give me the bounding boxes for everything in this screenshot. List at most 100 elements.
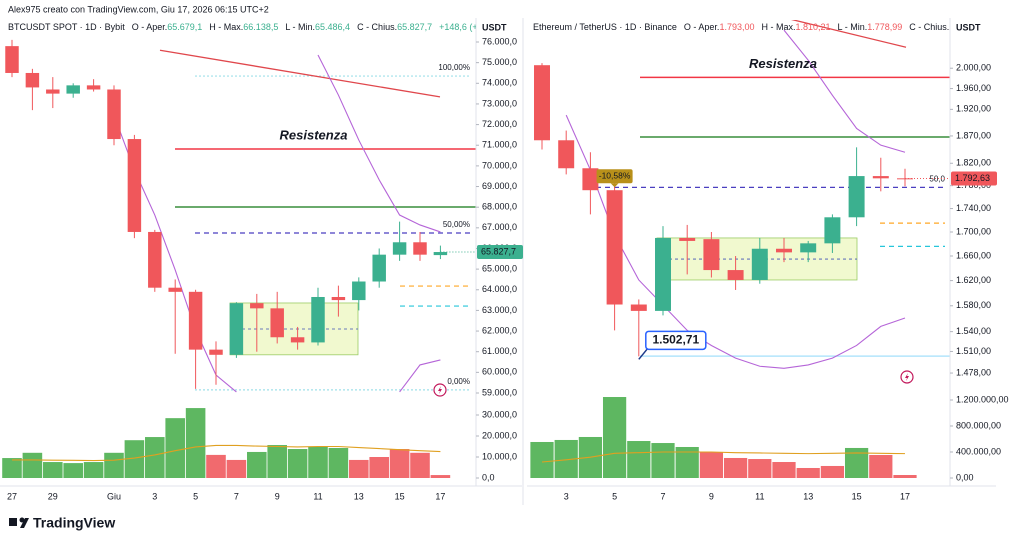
ohlc-label: H - Max. <box>209 22 243 32</box>
y-tick-label: 1.540,00 <box>956 326 991 336</box>
last-price-label: 1.792,63 <box>955 173 990 183</box>
volume-bar <box>869 454 893 478</box>
candle-body <box>606 190 623 305</box>
ohlc-label: O - Aper. <box>684 22 720 32</box>
level-label: 50,00% <box>443 220 470 229</box>
candle-body <box>727 270 744 280</box>
candle-body <box>290 337 305 343</box>
level-label: 50,0 <box>929 174 945 183</box>
candle-body <box>679 237 696 241</box>
logo-text: TradingView <box>33 515 115 531</box>
y-tick-label: 59.000,0 <box>482 387 517 397</box>
volume-bar <box>22 452 43 478</box>
volume-bar <box>893 475 917 478</box>
ohlc-value: 1.793,00 <box>719 22 754 32</box>
candle-body <box>433 252 448 256</box>
band-lower <box>565 114 906 369</box>
volume-bar <box>530 441 554 478</box>
y-tick-label: 60.000,0 <box>482 367 517 377</box>
y-tick-label: 74.000,0 <box>482 78 517 88</box>
candle-body <box>148 231 162 288</box>
callout-box <box>645 330 707 351</box>
ohlc-label: C - Chius. <box>909 22 949 32</box>
x-tick-label: 15 <box>395 491 405 501</box>
x-tick-label: 11 <box>755 491 764 501</box>
y-tick-label: 63.000,0 <box>482 305 517 315</box>
y-tick-label: 68.000,0 <box>482 202 517 212</box>
last-price-label: 65.827,7 <box>481 246 516 256</box>
y-tick-label: 1.820,00 <box>956 158 991 168</box>
candle-body <box>534 65 550 141</box>
badge <box>596 169 633 184</box>
volume-bar <box>287 449 308 478</box>
callout-pointer <box>638 347 649 360</box>
volume-bar <box>723 457 748 478</box>
x-tick-label: 27 <box>7 491 17 501</box>
candle-body <box>776 248 792 253</box>
ohlc-value: 1.810,21 <box>796 22 831 32</box>
volume-bar <box>43 462 63 478</box>
ohlc-label: C - Chius. <box>357 22 397 32</box>
volume-bar <box>63 463 83 478</box>
volume-bar <box>124 440 145 478</box>
candle-body <box>250 303 264 309</box>
y-tick-label: 1.920,00 <box>956 104 991 114</box>
volume-bar <box>206 454 226 478</box>
currency: USDT <box>956 22 981 32</box>
volume-bar <box>104 452 124 478</box>
symbol: Ethereum / TetherUS · 1D · Binance <box>533 22 677 32</box>
badge-pointer <box>610 183 619 188</box>
last-price-box <box>477 245 523 260</box>
y-tick-label: 1.620,00 <box>956 275 991 285</box>
candle-body <box>751 248 768 280</box>
volume-bar <box>185 408 206 478</box>
candle-body <box>655 237 671 311</box>
candle-body <box>824 217 841 244</box>
x-tick-label: 5 <box>612 491 617 501</box>
x-tick-label: 3 <box>564 491 569 501</box>
logo-mark <box>20 518 29 528</box>
volume-tick-label: 10.000,0 <box>482 451 517 461</box>
y-tick-label: 1.700,00 <box>956 226 991 236</box>
y-tick-label: 71.000,0 <box>482 140 517 150</box>
volume-bar <box>772 462 796 478</box>
y-tick-label: 1.510,00 <box>956 346 991 356</box>
candle-body <box>188 291 203 350</box>
candle-body <box>872 176 889 179</box>
volume-bar <box>308 446 328 478</box>
volume-bar <box>369 457 389 478</box>
y-tick-label: 65.000,0 <box>482 263 517 273</box>
volume-bar <box>748 459 772 478</box>
x-tick-label: 11 <box>313 491 322 501</box>
chart-header: Ethereum / TetherUS · 1D · Binance O - Ap… <box>533 22 984 32</box>
credit: Alex975 creato con TradingView.com, Giu … <box>8 4 269 14</box>
volume-ma <box>12 444 441 462</box>
ohlc-label: O - Aper. <box>132 22 168 32</box>
volume-tick-label: 1.200.000,00 <box>956 394 1009 404</box>
volume-bar <box>430 475 451 478</box>
x-tick-label: 9 <box>275 491 280 501</box>
candle-body <box>270 308 284 338</box>
volume-bar <box>226 459 247 478</box>
callout-label: 1.502,71 <box>652 333 699 347</box>
candle-body <box>848 176 865 218</box>
candle-body <box>630 304 647 311</box>
candle-body <box>352 281 366 301</box>
badge-label: -10,58% <box>599 170 631 180</box>
volume-bar <box>844 447 869 478</box>
ohlc-value: 1.792,63 <box>949 22 984 32</box>
change: +148,6 (+0,23%) <box>439 22 506 32</box>
volume-bar <box>796 467 820 478</box>
y-tick-label: 61.000,0 <box>482 346 517 356</box>
trendline <box>159 49 441 98</box>
y-tick-label: 1.960,00 <box>956 83 991 93</box>
range-box <box>229 302 359 356</box>
x-tick-label: 7 <box>234 491 239 501</box>
pane <box>534 20 950 369</box>
ohlc-label: L - Min. <box>838 22 868 32</box>
level-label: 0,00% <box>447 377 470 386</box>
candle-body <box>229 303 244 355</box>
candle-body <box>582 168 599 191</box>
volume-tick-label: 800.000,00 <box>956 420 1001 430</box>
y-tick-label: 72.000,0 <box>482 119 517 129</box>
